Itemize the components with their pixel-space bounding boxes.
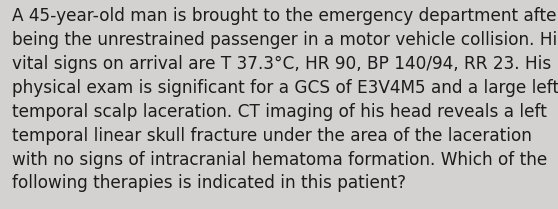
Text: A 45-year-old man is brought to the emergency department after
being the unrestr: A 45-year-old man is brought to the emer… — [12, 7, 558, 192]
